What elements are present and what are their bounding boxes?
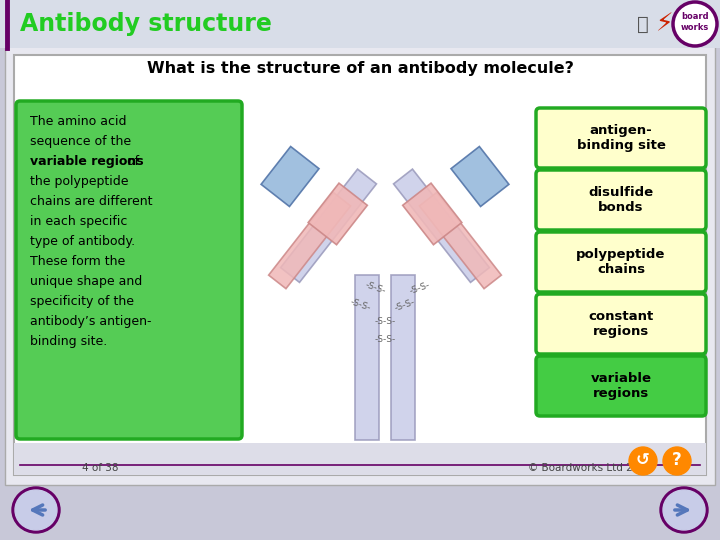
FancyBboxPatch shape: [5, 7, 715, 485]
Text: sequence of the: sequence of the: [30, 135, 131, 148]
Ellipse shape: [12, 487, 60, 533]
FancyBboxPatch shape: [615, 4, 715, 44]
Text: ↺: ↺: [636, 451, 650, 469]
FancyBboxPatch shape: [14, 55, 706, 475]
FancyBboxPatch shape: [0, 0, 720, 48]
Polygon shape: [281, 169, 377, 282]
Text: chains are different: chains are different: [30, 195, 153, 208]
Text: antigen-
binding site: antigen- binding site: [577, 124, 665, 152]
FancyBboxPatch shape: [536, 294, 706, 354]
Text: -S-S-: -S-S-: [374, 335, 395, 345]
Text: constant
regions: constant regions: [588, 310, 654, 338]
Text: unique shape and: unique shape and: [30, 275, 143, 288]
Text: variable
regions: variable regions: [590, 372, 652, 400]
Circle shape: [673, 2, 717, 46]
Text: 4 of 38: 4 of 38: [82, 463, 118, 473]
Polygon shape: [391, 275, 415, 440]
Text: © Boardworks Ltd 2008: © Boardworks Ltd 2008: [528, 463, 652, 473]
Polygon shape: [402, 183, 462, 245]
Polygon shape: [269, 192, 351, 289]
Circle shape: [663, 447, 691, 475]
Circle shape: [629, 447, 657, 475]
Text: -S-S-: -S-S-: [348, 298, 372, 313]
Text: type of antibody.: type of antibody.: [30, 235, 135, 248]
FancyBboxPatch shape: [16, 101, 242, 439]
Text: of: of: [123, 155, 139, 168]
Text: ⚡: ⚡: [656, 12, 674, 36]
Text: binding site.: binding site.: [30, 335, 107, 348]
Ellipse shape: [660, 487, 708, 533]
Text: disulfide
bonds: disulfide bonds: [588, 186, 654, 214]
Text: the polypeptide: the polypeptide: [30, 175, 128, 188]
Text: in each specific: in each specific: [30, 215, 127, 228]
FancyBboxPatch shape: [536, 170, 706, 230]
Ellipse shape: [15, 490, 57, 530]
Polygon shape: [451, 146, 509, 206]
FancyBboxPatch shape: [536, 356, 706, 416]
Text: Antibody structure: Antibody structure: [20, 12, 272, 36]
Text: specificity of the: specificity of the: [30, 295, 134, 308]
Text: variable regions: variable regions: [30, 155, 143, 168]
Text: These form the: These form the: [30, 255, 125, 268]
Polygon shape: [394, 169, 490, 282]
FancyBboxPatch shape: [536, 232, 706, 292]
Text: 📖: 📖: [637, 15, 649, 33]
Text: antibody’s antigen-: antibody’s antigen-: [30, 315, 151, 328]
Text: What is the structure of an antibody molecule?: What is the structure of an antibody mol…: [147, 62, 573, 77]
Text: -S-S-: -S-S-: [408, 280, 431, 296]
Text: -S-S-: -S-S-: [394, 298, 416, 313]
Polygon shape: [420, 192, 501, 289]
Text: board
works: board works: [681, 12, 709, 32]
Text: -S-S-: -S-S-: [374, 318, 395, 327]
Polygon shape: [355, 275, 379, 440]
Ellipse shape: [663, 490, 705, 530]
Polygon shape: [308, 183, 367, 245]
Text: polypeptide
chains: polypeptide chains: [576, 248, 666, 276]
Polygon shape: [261, 146, 319, 206]
FancyBboxPatch shape: [14, 443, 706, 475]
Text: ?: ?: [672, 451, 682, 469]
Text: -S-S-: -S-S-: [364, 280, 387, 296]
FancyBboxPatch shape: [536, 108, 706, 168]
Text: The amino acid: The amino acid: [30, 115, 127, 128]
